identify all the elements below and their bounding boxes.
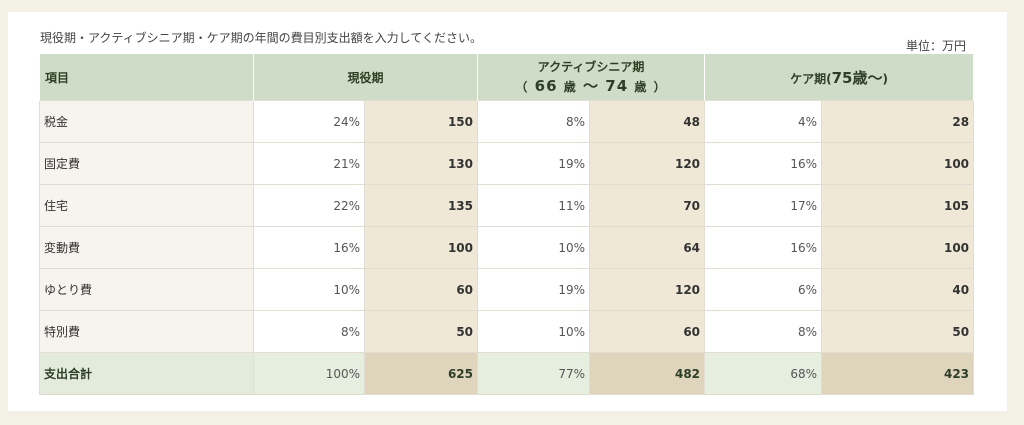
row-label: 変動費 — [39, 226, 254, 269]
header-active-age-range: （ 66 歳 〜 74 歳 ） — [482, 75, 700, 96]
row-label: 税金 — [39, 100, 254, 143]
care-amount[interactable]: 100 — [821, 142, 975, 185]
unit-label: 単位：万円 — [906, 39, 967, 53]
current-percent: 10% — [253, 268, 365, 311]
active-percent: 8% — [477, 100, 591, 143]
current-amount[interactable]: 135 — [363, 184, 479, 227]
care-amount[interactable]: 100 — [821, 226, 975, 269]
active-amount[interactable]: 70 — [589, 184, 706, 227]
active-percent: 11% — [477, 184, 591, 227]
table-header-row: 項目 現役期 アクティブシニア期 （ 66 歳 〜 74 歳 ） ケア期(75歳… — [39, 54, 975, 101]
care-suffix: ) — [882, 71, 888, 86]
total-care-percent: 68% — [704, 352, 823, 395]
table-row: ゆとり費 10% 60 19% 120 6% 40 — [39, 268, 975, 311]
age-open-paren: （ — [515, 80, 529, 94]
current-percent: 24% — [253, 100, 365, 143]
care-percent: 16% — [704, 142, 823, 185]
age-from: 66 — [534, 77, 558, 95]
active-amount[interactable]: 48 — [589, 100, 706, 143]
care-prefix: ケア期( — [790, 71, 832, 86]
active-percent: 10% — [477, 310, 591, 353]
age-close-paren: ） — [653, 80, 667, 94]
total-active-amount: 482 — [589, 352, 706, 395]
row-label: 特別費 — [39, 310, 254, 353]
row-label: 住宅 — [39, 184, 254, 227]
care-percent: 16% — [704, 226, 823, 269]
care-percent: 4% — [704, 100, 823, 143]
header-active-title: アクティブシニア期 — [537, 60, 645, 74]
total-row: 支出合計 100% 625 77% 482 68% 423 — [39, 352, 975, 395]
current-percent: 21% — [253, 142, 365, 185]
table-row: 住宅 22% 135 11% 70 17% 105 — [39, 184, 975, 227]
total-label: 支出合計 — [39, 352, 254, 395]
care-amount[interactable]: 40 — [821, 268, 975, 311]
total-care-amount: 423 — [821, 352, 975, 395]
care-age: 75歳〜 — [831, 68, 883, 87]
care-percent: 6% — [704, 268, 823, 311]
age-unit-2: 歳 — [634, 80, 648, 94]
header-care-phase: ケア期(75歳〜) — [704, 54, 975, 101]
header-item: 項目 — [39, 54, 254, 101]
current-amount[interactable]: 150 — [363, 100, 479, 143]
active-amount[interactable]: 64 — [589, 226, 706, 269]
table-row: 変動費 16% 100 10% 64 16% 100 — [39, 226, 975, 269]
active-amount[interactable]: 60 — [589, 310, 706, 353]
total-current-percent: 100% — [253, 352, 365, 395]
header-current-phase: 現役期 — [252, 54, 479, 101]
care-percent: 17% — [704, 184, 823, 227]
active-percent: 19% — [477, 268, 591, 311]
current-amount[interactable]: 50 — [363, 310, 479, 353]
care-amount[interactable]: 50 — [821, 310, 975, 353]
age-to: 74 — [605, 77, 629, 95]
current-amount[interactable]: 60 — [363, 268, 479, 311]
table-row: 固定費 21% 130 19% 120 16% 100 — [39, 142, 975, 185]
total-active-percent: 77% — [477, 352, 591, 395]
active-percent: 19% — [477, 142, 591, 185]
row-label: 固定費 — [39, 142, 254, 185]
current-amount[interactable]: 130 — [363, 142, 479, 185]
current-percent: 8% — [253, 310, 365, 353]
expense-table: 項目 現役期 アクティブシニア期 （ 66 歳 〜 74 歳 ） ケア期(75歳… — [39, 54, 975, 395]
current-percent: 22% — [253, 184, 365, 227]
row-label: ゆとり費 — [39, 268, 254, 311]
active-amount[interactable]: 120 — [589, 268, 706, 311]
care-amount[interactable]: 105 — [821, 184, 975, 227]
care-percent: 8% — [704, 310, 823, 353]
current-percent: 16% — [253, 226, 365, 269]
instruction-text: 現役期・アクティブシニア期・ケア期の年間の費目別支出額を入力してください。 — [40, 31, 482, 45]
care-amount[interactable]: 28 — [821, 100, 975, 143]
table-row: 特別費 8% 50 10% 60 8% 50 — [39, 310, 975, 353]
header-active-senior-phase: アクティブシニア期 （ 66 歳 〜 74 歳 ） — [477, 54, 706, 101]
total-current-amount: 625 — [363, 352, 479, 395]
current-amount[interactable]: 100 — [363, 226, 479, 269]
table-row: 税金 24% 150 8% 48 4% 28 — [39, 100, 975, 143]
age-tilde: 〜 — [583, 77, 600, 95]
age-unit-1: 歳 — [563, 80, 577, 94]
active-amount[interactable]: 120 — [589, 142, 706, 185]
active-percent: 10% — [477, 226, 591, 269]
